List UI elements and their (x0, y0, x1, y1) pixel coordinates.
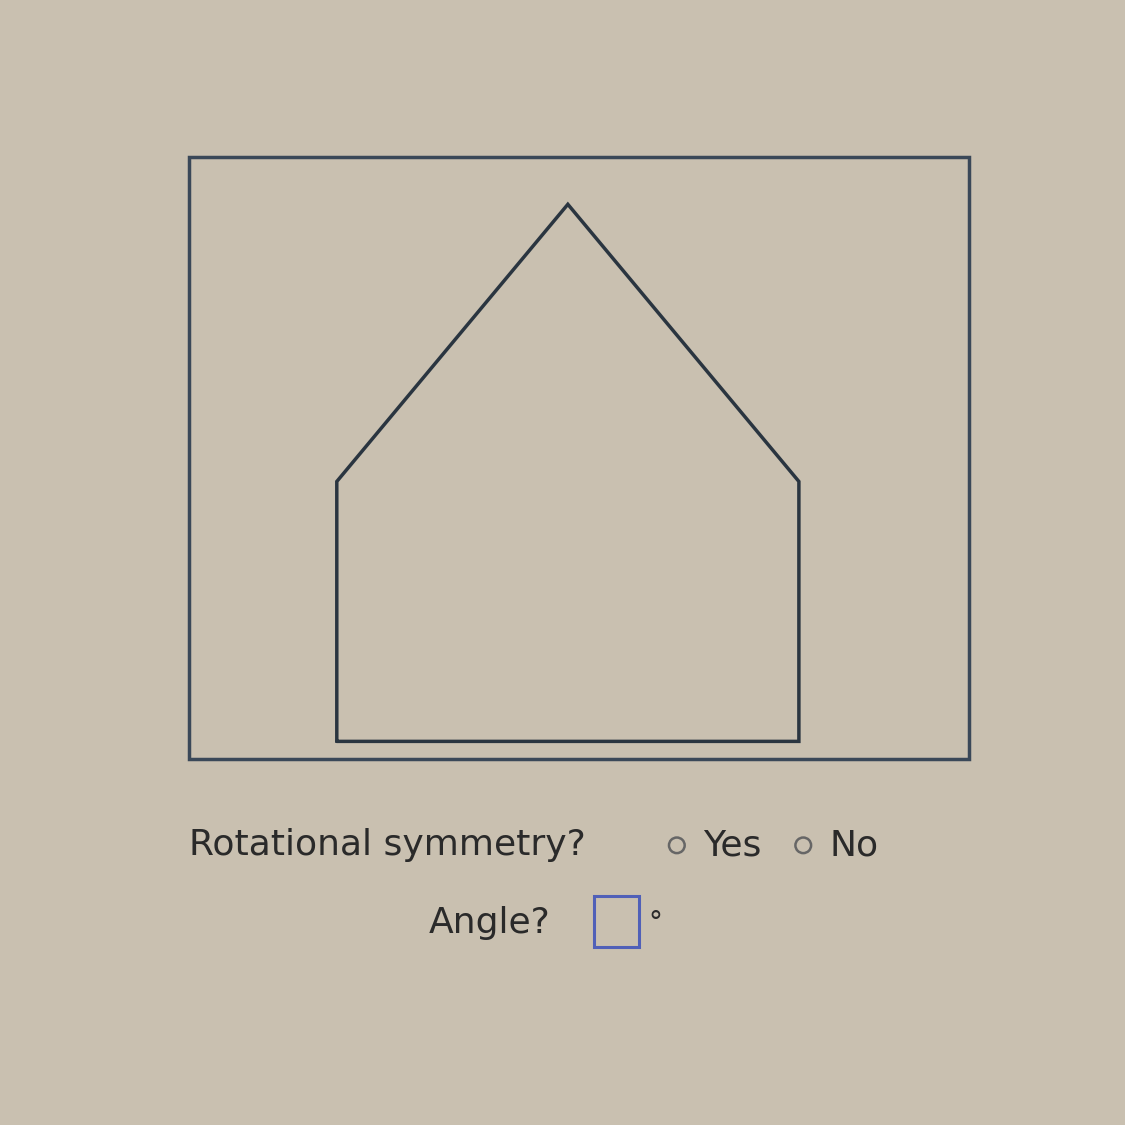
Text: Yes: Yes (703, 828, 762, 863)
Bar (189, 156, 969, 758)
Ellipse shape (795, 837, 811, 853)
Text: °: ° (648, 909, 662, 937)
Text: Angle?: Angle? (429, 907, 550, 940)
Text: Rotational symmetry?: Rotational symmetry? (189, 828, 585, 863)
Bar (594, 897, 639, 946)
Text: No: No (829, 828, 879, 863)
Ellipse shape (669, 837, 685, 853)
